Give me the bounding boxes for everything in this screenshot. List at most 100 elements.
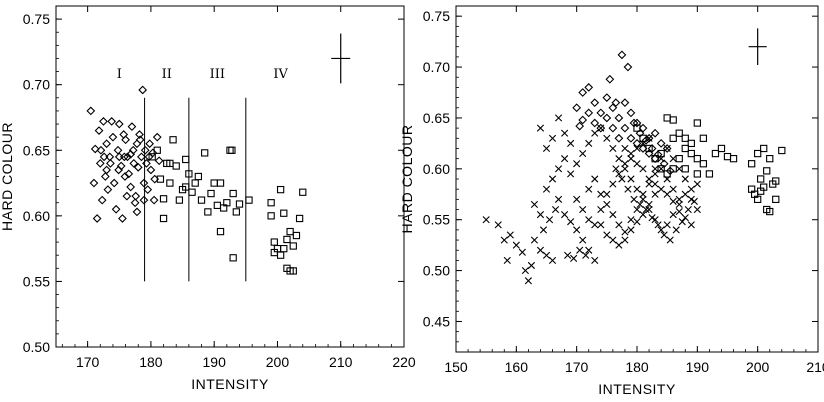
square-point [754,195,762,204]
cross-point [633,205,641,214]
y-tick-label: 0.70 [423,59,450,75]
diamond-point [139,195,149,205]
cross-point [657,226,665,234]
diamond-point [145,139,155,149]
left-panel: 170 180 190 200 210 220 0.50 0.55 0.60 0.65 0.70 0.… [0,5,416,392]
square-point [216,179,225,187]
diamond-point [114,119,124,129]
diamond-point [614,113,624,123]
diamond-point [114,165,124,175]
cross-point [681,190,689,198]
diamond-point [100,172,110,181]
square-point [711,149,720,158]
cross-point [639,190,647,198]
cross-point [615,155,623,163]
diamond-point [94,126,104,135]
diamond-point [146,165,156,175]
cross-point [684,205,692,214]
diamond-point [103,185,113,194]
region-label: IV [273,67,288,82]
cross-point [585,139,593,147]
cross-point [615,221,623,229]
region-label: I [117,67,122,82]
square-point [669,165,677,173]
cross-point [645,200,653,209]
cross-point [627,226,635,234]
square-point [693,154,701,163]
square-point [283,235,291,244]
square-point [276,251,285,259]
square-point [717,144,726,153]
cross-point [633,218,641,226]
cross-point [579,205,587,214]
cross-point [597,124,605,132]
cross-point [693,180,701,188]
diamond-point [122,191,132,201]
cross-point [585,185,593,193]
cross-point [567,218,575,226]
cross-point [521,266,529,275]
square-point [169,136,177,144]
diamond-point [575,121,585,131]
x-tick-label: 160 [505,359,529,375]
right-panel: 150 160 170 180 190 200 210 0.45 0.50 0.55 0.60 0.6… [399,5,824,397]
square-point [747,160,756,168]
cross-point [612,165,620,173]
square-point [763,167,771,175]
cross-point [582,251,590,259]
cross-point [536,211,545,219]
cross-point [579,236,587,244]
cross-point [651,170,659,178]
cross-point [530,236,539,244]
diamond-point [118,214,127,223]
square-point [299,188,307,196]
diamond-point [128,145,138,155]
cross-point [636,200,644,209]
cross-point [621,165,629,173]
square-point [757,175,765,183]
x-tick-label: 170 [565,359,589,375]
cross-point [551,205,560,214]
cross-point [603,231,611,239]
diamond-point [107,117,117,126]
diamond-point [132,139,142,149]
square-point [681,144,689,153]
square-point [235,200,244,208]
square-point [191,179,199,187]
cross-point [615,241,623,249]
square-point [669,134,677,142]
diamond-point [114,152,124,162]
square-point [699,160,708,168]
diamond-point [90,144,100,154]
diamond-point [602,113,612,123]
square-point [223,199,231,207]
square-point [772,195,780,204]
diamond-point [123,152,132,162]
cross-point [554,165,563,173]
cross-point [669,185,677,193]
cross-point [648,214,656,222]
diamond-point [131,191,141,201]
square-point [159,214,168,223]
cross-point [506,231,514,239]
square-point [276,185,285,194]
diamond-point [99,152,109,162]
diamond-point [127,122,137,132]
diamond-point [626,133,636,143]
square-point [681,134,689,142]
cross-point [576,246,584,254]
square-point [185,170,193,178]
x-tick-label: 150 [444,359,468,375]
square-point [651,154,659,163]
square-point [280,209,288,217]
square-point [760,144,768,153]
cross-point [651,216,659,224]
square-point [681,165,689,173]
cross-point [630,195,638,203]
cross-point [645,175,653,183]
diamond-point [102,139,111,149]
square-point [760,183,768,191]
diamond-point [121,135,130,145]
cross-point [573,195,581,203]
cross-point [645,205,653,214]
